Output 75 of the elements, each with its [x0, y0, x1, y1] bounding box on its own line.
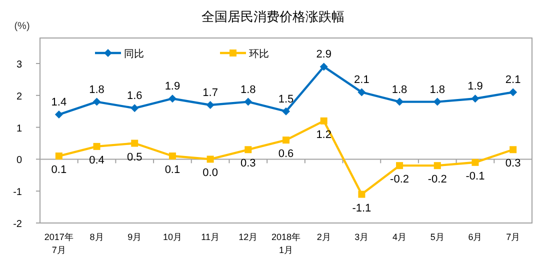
y-tick-label: -1	[13, 187, 22, 198]
x-tick-label: 9月	[128, 232, 142, 242]
x-tick-label: 12月	[238, 232, 258, 242]
point	[434, 162, 441, 170]
data-label: 2.1	[505, 74, 521, 86]
point	[206, 100, 214, 109]
y-axis-title: (%)	[14, 21, 30, 32]
data-label: -1.1	[352, 202, 372, 214]
x-tick-label: 3月	[354, 232, 369, 242]
data-label: 1.8	[392, 84, 408, 96]
data-label: 2.9	[316, 48, 332, 61]
point	[433, 98, 442, 106]
data-label: 1.7	[202, 86, 218, 99]
point	[282, 136, 290, 144]
data-label: 0.3	[240, 158, 256, 170]
point	[396, 162, 404, 170]
data-label: 0.5	[126, 151, 142, 164]
data-label: 0.6	[278, 148, 294, 160]
data-label: 1.6	[126, 90, 142, 102]
data-label: 0.3	[505, 158, 521, 170]
point	[244, 146, 252, 154]
point	[206, 156, 214, 163]
x-tick-label: 2018年 1月	[271, 232, 301, 255]
x-tick-label: 2月	[316, 232, 331, 242]
y-tick-label: 0	[16, 155, 22, 166]
data-label: 0.1	[164, 164, 180, 176]
data-label: 2.1	[354, 74, 370, 86]
point	[168, 152, 176, 160]
data-label: 0.1	[51, 164, 67, 176]
data-label: 1.9	[468, 80, 483, 93]
data-label: 1.8	[430, 84, 446, 96]
point	[471, 94, 480, 103]
data-label: -0.1	[466, 170, 485, 182]
chart-title: 全国居民消费价格涨跌幅	[202, 9, 344, 24]
x-tick-label: 5月	[430, 232, 444, 242]
x-tick-label: 8月	[90, 232, 104, 242]
data-label: 1.8	[89, 84, 104, 96]
x-tick-label: 4月	[392, 232, 407, 242]
legend-label: 同比	[124, 48, 144, 60]
point	[509, 88, 518, 96]
point	[54, 110, 63, 119]
x-tick-label: 2017年 7月	[44, 232, 74, 255]
data-label: 0.0	[202, 167, 218, 180]
point	[358, 190, 366, 198]
point	[510, 146, 517, 154]
point	[472, 158, 479, 166]
point	[358, 88, 366, 96]
y-tick-label: 2	[16, 91, 22, 102]
data-label: 1.8	[240, 84, 256, 96]
point	[282, 107, 290, 116]
data-label: 0.4	[89, 154, 104, 166]
y-tick-label: 3	[16, 60, 22, 71]
point	[93, 142, 100, 150]
point	[131, 140, 138, 147]
point	[168, 94, 176, 103]
data-label: 1.4	[51, 96, 67, 109]
point	[320, 117, 328, 124]
x-tick-label: 11月	[201, 232, 220, 242]
point	[92, 98, 101, 106]
data-label: -0.2	[390, 174, 410, 186]
data-label: 1.5	[278, 93, 294, 106]
data-label: 1.2	[316, 128, 332, 141]
data-label: 1.9	[164, 80, 180, 93]
y-tick-label: 1	[16, 123, 22, 134]
point	[244, 98, 252, 106]
x-tick-label: 6月	[468, 232, 482, 242]
point	[396, 98, 404, 106]
point	[130, 104, 139, 112]
y-tick-label: -2	[13, 219, 22, 230]
point	[55, 152, 62, 160]
legend-label: 环比	[249, 48, 269, 60]
x-tick-label: 7月	[506, 232, 520, 242]
x-tick-label: 10月	[162, 232, 182, 242]
point	[320, 62, 328, 71]
data-label: -0.2	[428, 174, 447, 186]
